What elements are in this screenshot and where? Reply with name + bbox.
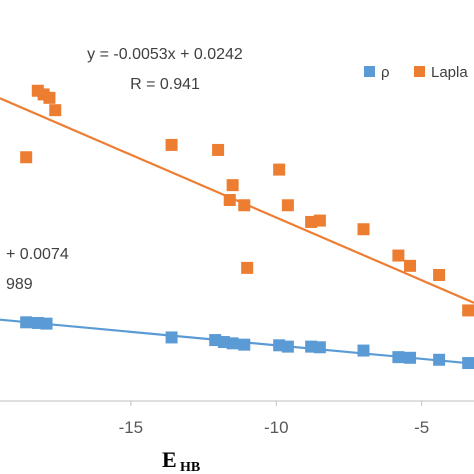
rho-point (165, 331, 178, 344)
laplacian-point (212, 143, 225, 156)
laplacian-point (313, 214, 326, 227)
rho-point (281, 340, 294, 353)
laplacian-point (238, 199, 251, 212)
laplacian-point (273, 163, 286, 176)
laplacian-point (223, 194, 236, 206)
legend-rho-swatch (364, 66, 375, 77)
laplacian-r-label: R = 0.941 (130, 76, 200, 93)
rho-point (357, 344, 370, 357)
legend-rho-label: ρ (381, 64, 390, 81)
legend-laplacian-swatch (414, 66, 425, 77)
rho-point (392, 351, 405, 364)
laplacian-point (433, 268, 446, 281)
rho-point (238, 338, 251, 351)
x-tick-label: -10 (264, 418, 289, 437)
rho-point (433, 353, 446, 366)
rho-point (20, 316, 33, 329)
laplacian-point (43, 91, 56, 104)
laplacian-point (462, 304, 474, 317)
laplacian-equation-label: y = -0.0053x + 0.0242 (87, 46, 243, 63)
laplacian-point (357, 223, 370, 236)
laplacian-point (20, 151, 33, 164)
legend: ρ Lapla (364, 64, 468, 81)
rho-point (40, 317, 53, 330)
laplacian-point (241, 261, 254, 274)
x-tick-label: -5 (414, 418, 429, 437)
laplacian-point (392, 249, 405, 262)
rho-point (226, 337, 239, 350)
x-axis-title: E (162, 447, 177, 472)
laplacian-point (165, 138, 178, 151)
x-axis-ticks: -15 -10 -5 (119, 401, 429, 437)
rho-point (404, 351, 417, 364)
laplacian-point (226, 179, 239, 192)
legend-laplacian-label: Lapla (431, 64, 468, 81)
rho-point (462, 357, 474, 370)
laplacian-point (281, 199, 294, 212)
trendlines (0, 97, 474, 365)
laplacian-point (49, 104, 62, 117)
laplacian-point (404, 259, 417, 272)
rho-equation-label: + 0.0074 (6, 246, 69, 263)
x-tick-label: -15 (119, 418, 144, 437)
rho-point (313, 341, 326, 354)
x-axis-title-subscript: HB (180, 460, 200, 474)
trendline-laplacian (0, 97, 474, 304)
data-markers (20, 84, 474, 370)
rho-r-label: 989 (6, 276, 33, 293)
